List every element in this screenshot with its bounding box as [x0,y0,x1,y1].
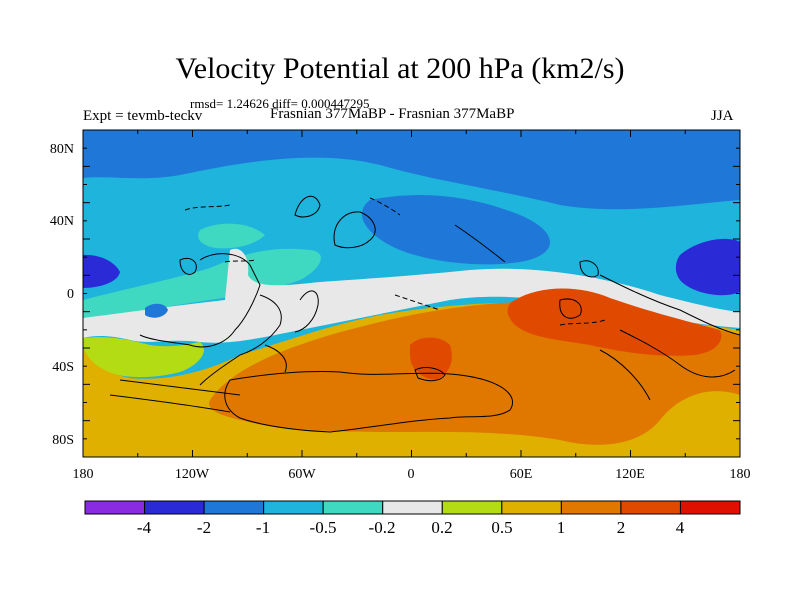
x-tick-label-60e: 60E [510,467,533,482]
colorbar-label: -2 [197,518,211,537]
colorbar-box [441,500,503,515]
y-tick-label-40n: 40N [50,214,74,229]
contour-band-neg05-patch [198,223,265,249]
paleo-period-label: Frasnian 377MaBP - Frasnian 377MaBP [270,106,515,122]
colorbar-label: 0.2 [431,518,452,537]
season-label: JJA [711,108,734,124]
contour-core-west [83,254,120,288]
colorbar-label: -0.5 [310,518,337,537]
colorbar-box [501,500,562,515]
colorbar-box [560,500,622,515]
map-title: Velocity Potential at 200 hPa (km2/s) [175,52,625,85]
contour-band-neg05-teal [83,248,321,325]
contour-spot-west [145,303,168,318]
colorbar-box [263,500,324,515]
colorbar-label: -0.2 [369,518,396,537]
contour-band-pos2-south [410,337,452,380]
x-tick-marks [82,130,741,457]
contour-band-pos02 [83,337,204,378]
rmsd-diff-stats: rmsd= 1.24626 diff= 0.000447295 [190,96,370,111]
coastlines-dashed [184,197,606,326]
colorbar-label: -4 [137,518,152,537]
y-tick-label-80s: 80S [52,433,74,448]
x-tick-label-180e: 180 [730,467,751,482]
coastlines [109,195,740,433]
contour-core-east [675,238,740,296]
x-tick-label-60w: 60W [288,467,316,482]
x-tick-label-180w: 180 [73,467,94,482]
colorbar-box [322,500,384,515]
colorbar-box [84,500,146,515]
colorbar-box [620,500,681,515]
colorbar-box [679,500,741,515]
colorbar-box [203,500,265,515]
x-tick-label-0: 0 [408,467,415,482]
colorbar-label: 4 [676,518,685,537]
contour-band-pos2-indian [507,288,722,356]
y-tick-label-40s: 40S [52,360,74,375]
y-tick-marks [83,129,740,458]
x-tick-label-120w: 120W [175,467,210,482]
contour-band-neg2-pacific [361,195,550,265]
colorbar-label: 0.5 [491,518,512,537]
colorbar-label: 1 [557,518,566,537]
y-tick-label-80n: 80N [50,142,74,157]
colorbar-label: -1 [256,518,270,537]
colorbar [84,500,741,515]
contour-band-neg2-north [83,130,740,210]
x-tick-label-120e: 120E [615,467,645,482]
colorbar-label: 2 [617,518,626,537]
contour-band-zero [83,248,740,343]
contour-field [83,130,740,457]
y-tick-label-0: 0 [67,287,74,302]
colorbar-box [144,500,205,515]
colorbar-box [382,500,443,515]
experiment-label: Expt = tevmb-teckv [83,108,203,124]
